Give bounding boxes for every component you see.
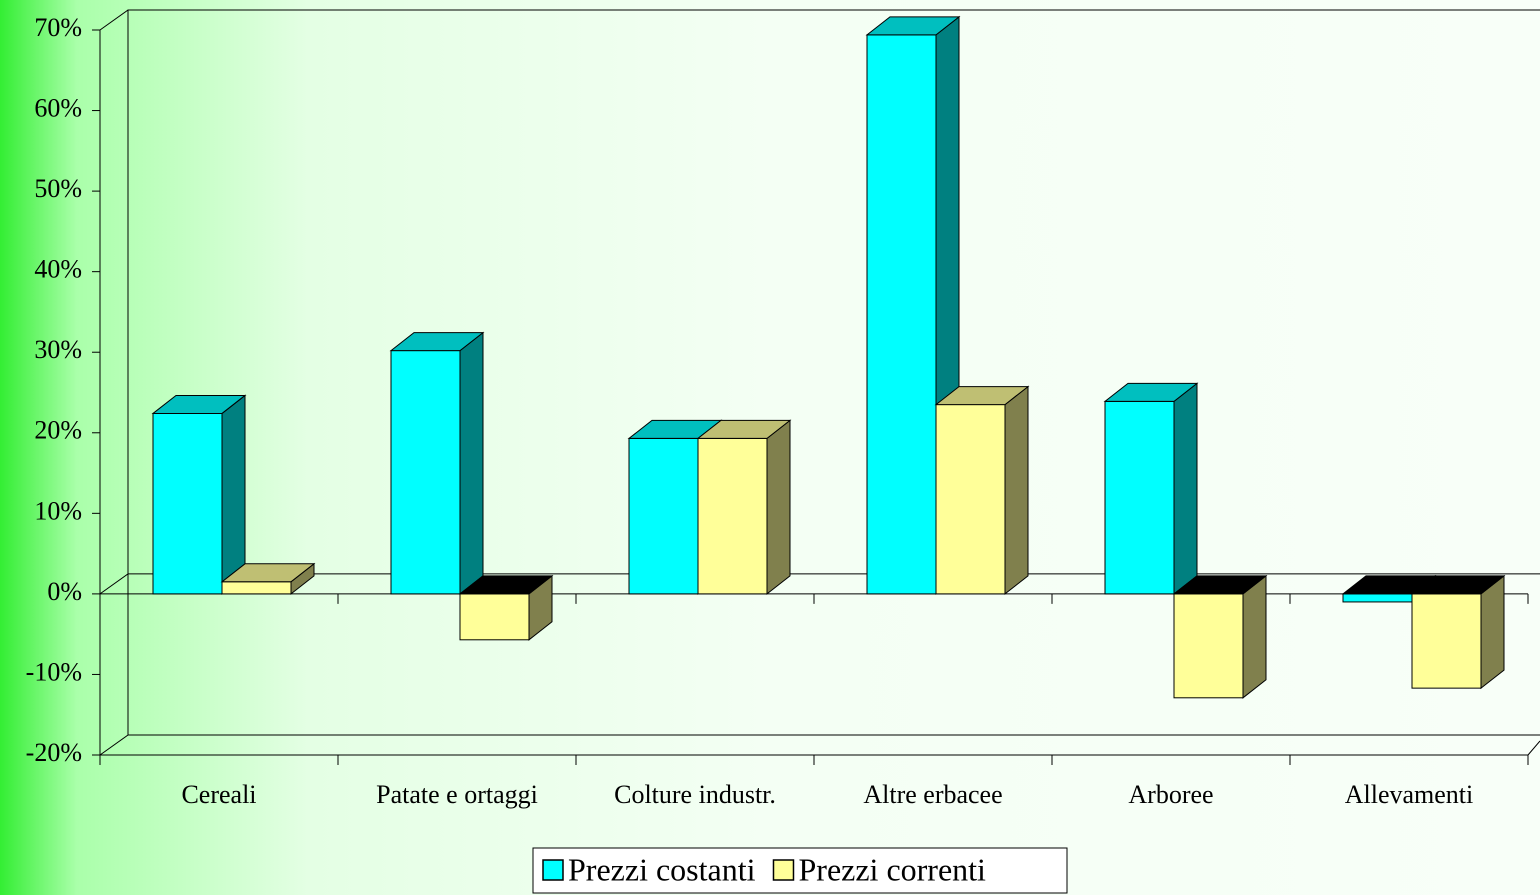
bar-top [220,563,316,583]
bar-front [221,581,292,595]
y-tick-label: 30% [34,335,82,364]
x-tick-label: Cereali [181,780,256,809]
bar [696,419,792,595]
bar [220,562,316,595]
bar-side [1004,385,1029,595]
bar-front [1342,593,1413,603]
x-tick-label: Colture industr. [614,780,776,809]
legend: Prezzi costanti Prezzi correnti [532,847,1068,894]
x-tick-label: Patate e ortaggi [376,780,538,809]
legend-label: Prezzi correnti [798,851,986,887]
bar-top [934,386,1030,406]
y-tick-label: 10% [34,496,82,525]
legend-swatch [772,859,795,881]
x-tick-label: Arboree [1128,780,1213,809]
bar-side [459,331,484,595]
bar-side [221,394,246,595]
bar-top [458,575,554,595]
bar-front [866,34,937,595]
bar [1103,382,1199,595]
bar-top [1172,575,1268,595]
y-tick-label: 70% [34,13,82,42]
bar-front [628,437,699,595]
bar-front [1173,593,1244,699]
bar-side [766,419,791,595]
x-tick-label: Altre erbacee [863,780,1002,809]
bar-top [389,332,485,352]
bar-front [1104,400,1175,595]
bar-top [1103,382,1199,402]
y-tick-label: 20% [34,416,82,445]
bar [458,574,554,641]
bar-top [1410,575,1506,595]
bar-top [696,419,792,439]
bar [151,394,247,595]
bar [389,331,485,595]
bar-top [151,394,247,414]
bar-front [390,350,461,595]
bar-front [459,593,530,641]
side-bottom [99,734,129,756]
bar-top [865,16,961,36]
bar [934,385,1030,595]
zero-side [99,573,129,595]
back-wall [127,9,1540,735]
legend-box [532,847,1068,894]
bar-side [1480,574,1505,690]
y-tick-label: 40% [34,255,82,284]
legend-swatch [542,859,564,881]
bar [1172,574,1268,699]
bar-front [697,437,768,595]
bar-front [152,412,223,595]
y-tick-label: 0% [47,577,82,606]
bar [1410,574,1506,690]
y-tick-label: -20% [26,738,82,767]
legend-label: Prezzi costanti [568,851,756,887]
bar-front [1411,593,1482,689]
bar-side [1242,574,1267,699]
y-tick-label: 60% [34,94,82,123]
bar-front [935,404,1006,595]
x-tick-label: Allevamenti [1345,780,1474,809]
y-tick-label: -10% [26,657,82,686]
side-top [99,9,129,31]
y-tick-label: 50% [34,174,82,203]
floor-right [1527,740,1540,756]
bar-side [1173,382,1198,595]
